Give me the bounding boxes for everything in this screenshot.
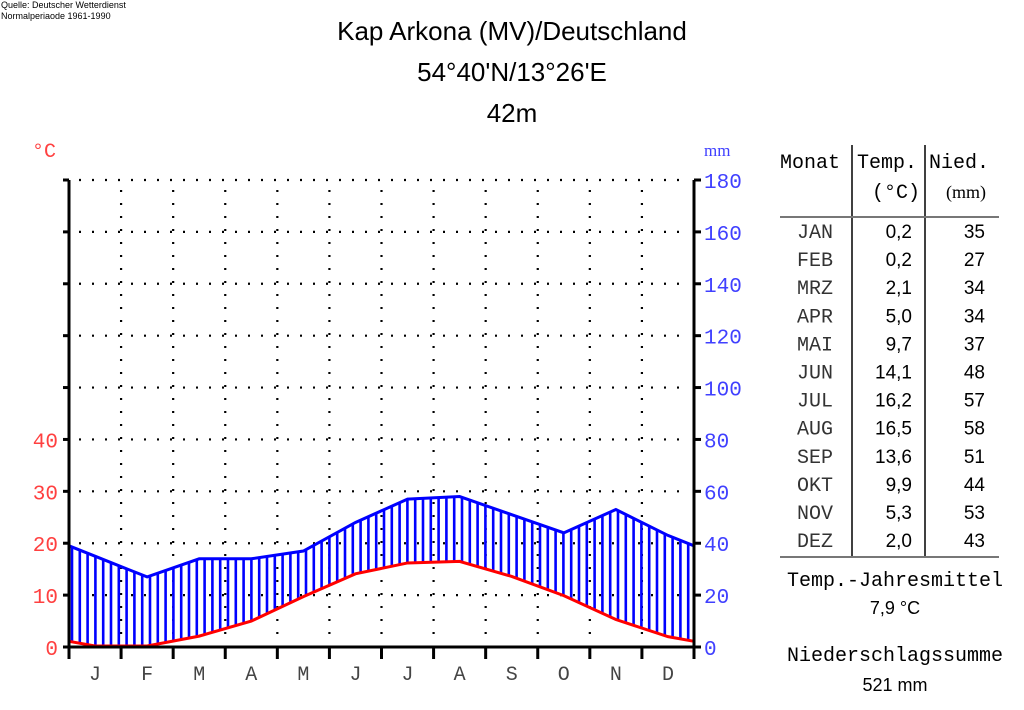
month-label: D bbox=[662, 664, 674, 687]
header-temp: Temp. bbox=[857, 152, 917, 175]
right-tick-label: 120 bbox=[704, 328, 742, 351]
right-tick-label: 0 bbox=[704, 639, 717, 662]
table-cell-temp: 9,7 bbox=[886, 334, 912, 355]
table-cell-month: OKT bbox=[797, 475, 833, 498]
right-tick-label: 20 bbox=[704, 587, 729, 610]
month-label: N bbox=[610, 664, 622, 687]
left-tick-label: 20 bbox=[33, 535, 58, 558]
station-coordinates: 54°40'N/13°26'E bbox=[417, 57, 607, 87]
right-axis-label: mm bbox=[704, 141, 730, 160]
table-cell-precip: 37 bbox=[964, 334, 985, 355]
table-cell-precip: 27 bbox=[964, 250, 985, 271]
table-cell-month: APR bbox=[797, 306, 833, 329]
table-cell-temp: 9,9 bbox=[886, 475, 912, 496]
table-cell-precip: 43 bbox=[964, 531, 985, 552]
table-cell-temp: 5,3 bbox=[886, 503, 912, 524]
month-label: M bbox=[297, 664, 309, 687]
table-cell-month: AUG bbox=[797, 419, 833, 442]
climate-chart: 0 20 40 60 80 100 120 140 160 180 0 10 20 30 40 °C mm J F M… bbox=[32, 141, 742, 687]
right-tick-label: 160 bbox=[704, 224, 742, 247]
left-tick-label: 30 bbox=[33, 483, 58, 506]
table-cell-month: NOV bbox=[797, 503, 833, 526]
month-label: J bbox=[402, 664, 414, 687]
right-tick-label: 100 bbox=[704, 380, 742, 403]
month-label: M bbox=[193, 664, 205, 687]
table-cell-precip: 34 bbox=[964, 278, 986, 299]
table-cell-temp: 2,0 bbox=[886, 531, 912, 552]
header-month: Monat bbox=[780, 152, 840, 175]
right-tick-label: 40 bbox=[704, 535, 729, 558]
right-tick-label: 80 bbox=[704, 431, 729, 454]
month-label: J bbox=[89, 664, 101, 687]
month-label: F bbox=[141, 664, 153, 687]
table-cell-precip: 51 bbox=[964, 447, 985, 468]
right-tick-label: 60 bbox=[704, 483, 729, 506]
table-cell-month: MAI bbox=[797, 334, 833, 357]
month-label: A bbox=[454, 664, 466, 687]
header-temp-unit: (°C) bbox=[872, 182, 920, 205]
month-label: S bbox=[506, 664, 518, 687]
table-cell-temp: 16,2 bbox=[875, 391, 912, 412]
table-cell-precip: 53 bbox=[964, 503, 985, 524]
left-tick-label: 10 bbox=[33, 587, 58, 610]
table-cell-temp: 13,6 bbox=[875, 447, 912, 468]
table-cell-precip: 35 bbox=[964, 222, 985, 243]
table-cell-temp: 0,2 bbox=[886, 222, 912, 243]
table-cell-precip: 34 bbox=[964, 306, 986, 327]
table-cell-temp: 2,1 bbox=[886, 278, 912, 299]
source-line-1: Quelle: Deutscher Wetterdienst bbox=[1, 0, 126, 10]
left-axis-label: °C bbox=[32, 141, 56, 164]
table-cell-month: JAN bbox=[797, 222, 833, 245]
climate-table-grid: Monat Temp. (°C) Nied. (mm) JAN 0,2 35 FEB 0,2 27 M… bbox=[780, 145, 999, 558]
station-title: Kap Arkona (MV)/Deutschland bbox=[337, 16, 687, 46]
table-cell-precip: 58 bbox=[964, 419, 985, 440]
annual-temp-label: Temp.-Jahresmittel bbox=[786, 570, 1004, 593]
table-cell-month: FEB bbox=[797, 250, 833, 273]
annual-precip-value: 521 mm bbox=[862, 675, 928, 695]
table-cell-temp: 5,0 bbox=[886, 306, 912, 327]
table-cell-temp: 14,1 bbox=[875, 363, 912, 384]
temperature-line bbox=[68, 559, 695, 648]
table-cell-precip: 57 bbox=[964, 391, 985, 412]
right-tick-label: 140 bbox=[704, 276, 742, 299]
source-note: Quelle: Deutscher Wetterdienst Normalper… bbox=[1, 0, 126, 22]
right-tick-label: 180 bbox=[704, 172, 742, 195]
table-cell-month: JUN bbox=[797, 363, 833, 386]
table-cell-temp: 16,5 bbox=[875, 419, 912, 440]
header-precip-unit: (mm) bbox=[946, 182, 986, 203]
month-label: O bbox=[558, 664, 570, 687]
table-cell-temp: 0,2 bbox=[886, 250, 912, 271]
table-cell-month: JUL bbox=[797, 391, 833, 414]
left-tick-label: 40 bbox=[33, 431, 58, 454]
table-cell-month: DEZ bbox=[797, 531, 833, 554]
month-label: J bbox=[349, 664, 361, 687]
header-precip: Nied. bbox=[929, 152, 989, 175]
source-line-2: Normalperiaode 1961-1990 bbox=[1, 11, 111, 21]
climate-table: Monat Temp. (°C) Nied. (mm) JAN 0,2 35 FEB 0,2 27 M… bbox=[775, 145, 1015, 570]
table-cell-precip: 44 bbox=[964, 475, 986, 496]
precipitation-line bbox=[68, 495, 695, 579]
annual-temp-value: 7,9 °C bbox=[869, 598, 921, 618]
table-cell-precip: 48 bbox=[964, 363, 985, 384]
left-tick-label: 0 bbox=[45, 639, 58, 662]
table-cell-month: MRZ bbox=[797, 278, 833, 301]
station-elevation: 42m bbox=[486, 98, 538, 128]
annual-precip-label: Niederschlagssumme bbox=[786, 645, 1004, 668]
month-label: A bbox=[245, 664, 257, 687]
table-cell-month: SEP bbox=[797, 447, 833, 470]
